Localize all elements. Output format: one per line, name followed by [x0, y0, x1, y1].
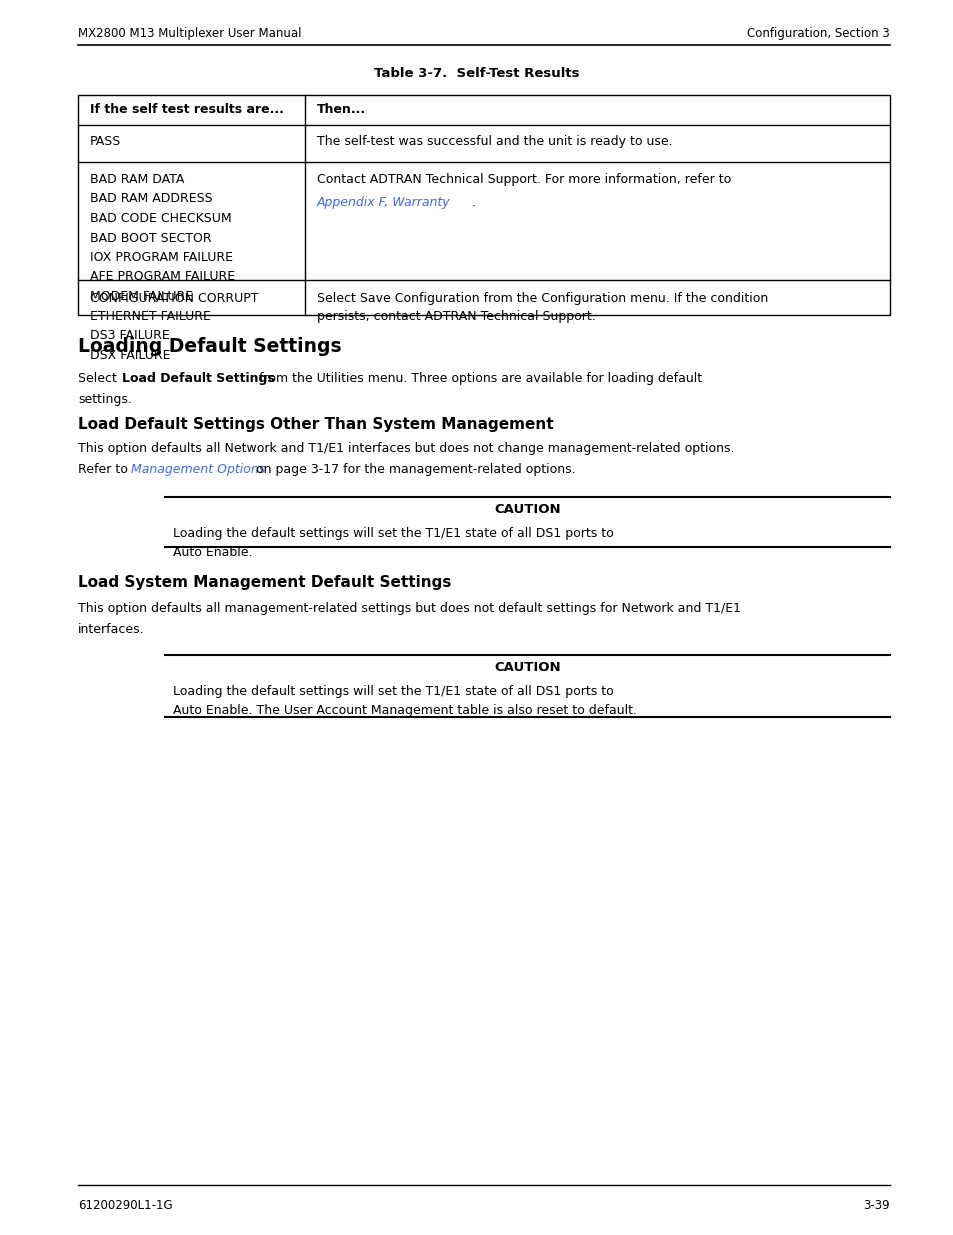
Text: This option defaults all management-related settings but does not default settin: This option defaults all management-rela… — [78, 601, 740, 615]
Text: MX2800 M13 Multiplexer User Manual: MX2800 M13 Multiplexer User Manual — [78, 27, 301, 40]
Text: This option defaults all Network and T1/E1 interfaces but does not change manage: This option defaults all Network and T1/… — [78, 442, 734, 454]
Text: 61200290L1-1G: 61200290L1-1G — [78, 1199, 172, 1212]
Text: The self-test was successful and the unit is ready to use.: The self-test was successful and the uni… — [316, 135, 672, 148]
Text: BAD RAM DATA: BAD RAM DATA — [90, 173, 184, 186]
Text: Refer to: Refer to — [78, 463, 132, 475]
Text: on page 3-17 for the management-related options.: on page 3-17 for the management-related … — [252, 463, 575, 475]
Text: CAUTION: CAUTION — [494, 661, 560, 674]
Text: CAUTION: CAUTION — [494, 503, 560, 516]
Text: PASS: PASS — [90, 135, 121, 148]
Text: CONFIGURATION CORRUPT: CONFIGURATION CORRUPT — [90, 291, 258, 305]
Text: Select: Select — [78, 372, 121, 385]
Text: DSX FAILURE: DSX FAILURE — [90, 348, 171, 362]
Text: Configuration, Section 3: Configuration, Section 3 — [746, 27, 889, 40]
Text: BAD BOOT SECTOR: BAD BOOT SECTOR — [90, 231, 212, 245]
Text: DS3 FAILURE: DS3 FAILURE — [90, 329, 170, 342]
Text: interfaces.: interfaces. — [78, 622, 145, 636]
Text: .: . — [472, 196, 476, 209]
Text: Table 3-7.  Self-Test Results: Table 3-7. Self-Test Results — [374, 67, 579, 80]
Text: IOX PROGRAM FAILURE: IOX PROGRAM FAILURE — [90, 251, 233, 264]
Text: Load System Management Default Settings: Load System Management Default Settings — [78, 576, 451, 590]
Text: BAD RAM ADDRESS: BAD RAM ADDRESS — [90, 193, 213, 205]
Text: BAD CODE CHECKSUM: BAD CODE CHECKSUM — [90, 212, 232, 225]
Text: Management Options: Management Options — [131, 463, 265, 475]
Text: from the Utilities menu. Three options are available for loading default: from the Utilities menu. Three options a… — [254, 372, 701, 385]
Text: Select Save Configuration from the Configuration menu. If the condition
persists: Select Save Configuration from the Confi… — [316, 291, 767, 324]
Text: MODEM FAILURE: MODEM FAILURE — [90, 290, 193, 303]
Text: settings.: settings. — [78, 393, 132, 406]
Text: 3-39: 3-39 — [862, 1199, 889, 1212]
Text: Load Default Settings: Load Default Settings — [122, 372, 274, 385]
Text: ETHERNET FAILURE: ETHERNET FAILURE — [90, 310, 211, 322]
Text: If the self test results are...: If the self test results are... — [90, 103, 284, 116]
Bar — [78, 95, 889, 315]
Text: Then...: Then... — [316, 103, 366, 116]
Text: Contact ADTRAN Technical Support. For more information, refer to: Contact ADTRAN Technical Support. For mo… — [316, 173, 731, 186]
Text: Load Default Settings Other Than System Management: Load Default Settings Other Than System … — [78, 417, 553, 432]
Text: Loading the default settings will set the T1/E1 state of all DS1 ports to
Auto E: Loading the default settings will set th… — [172, 527, 613, 559]
Text: Appendix F, Warranty: Appendix F, Warranty — [316, 196, 450, 209]
Text: AFE PROGRAM FAILURE: AFE PROGRAM FAILURE — [90, 270, 234, 284]
Text: Loading the default settings will set the T1/E1 state of all DS1 ports to
Auto E: Loading the default settings will set th… — [172, 685, 637, 718]
Text: Loading Default Settings: Loading Default Settings — [78, 337, 341, 356]
